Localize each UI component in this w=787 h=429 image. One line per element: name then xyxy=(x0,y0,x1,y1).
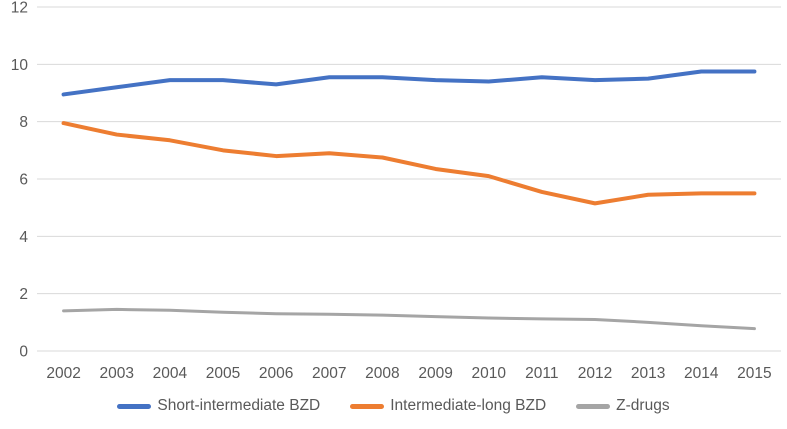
y-tick-label-4: 4 xyxy=(19,229,28,246)
legend: Short-intermediate BZD Intermediate-long… xyxy=(0,397,787,415)
x-tick-label-2006: 2006 xyxy=(259,365,293,382)
x-tick-label-2012: 2012 xyxy=(578,365,612,382)
x-tick-label-2008: 2008 xyxy=(365,365,399,382)
legend-item-intermediate-long-bzd: Intermediate-long BZD xyxy=(350,397,546,415)
legend-item-short-intermediate-bzd: Short-intermediate BZD xyxy=(117,397,320,415)
x-tick-label-2010: 2010 xyxy=(471,365,506,382)
legend-item-z-drugs: Z-drugs xyxy=(576,397,670,415)
x-tick-label-2005: 2005 xyxy=(206,365,240,382)
legend-swatch-z-drugs xyxy=(576,403,611,409)
x-tick-label-2014: 2014 xyxy=(684,365,719,382)
x-tick-label-2011: 2011 xyxy=(525,365,558,382)
y-tick-label-10: 10 xyxy=(11,57,29,74)
legend-label-intermediate-long-bzd: Intermediate-long BZD xyxy=(390,397,547,414)
x-tick-label-2002: 2002 xyxy=(46,365,80,382)
x-tick-label-2004: 2004 xyxy=(153,365,188,382)
series-line-z-drugs xyxy=(62,307,756,331)
x-tick-label-2015: 2015 xyxy=(737,365,771,382)
x-tick-label-2007: 2007 xyxy=(312,365,346,382)
series-line-intermediate-long-bzd xyxy=(61,121,757,206)
x-tick-label-2013: 2013 xyxy=(631,365,665,382)
y-tick-label-8: 8 xyxy=(19,114,28,131)
legend-swatch-short-intermediate-bzd xyxy=(117,403,152,409)
y-tick-label-12: 12 xyxy=(11,0,28,17)
y-tick-label-6: 6 xyxy=(19,172,28,189)
y-tick-label-0: 0 xyxy=(19,344,28,361)
legend-label-z-drugs: Z-drugs xyxy=(616,397,670,414)
y-tick-label-2: 2 xyxy=(19,286,28,303)
series-line-short-intermediate-bzd xyxy=(61,69,757,97)
legend-swatch-intermediate-long-bzd xyxy=(350,403,385,409)
x-tick-label-2009: 2009 xyxy=(418,365,452,382)
legend-label-short-intermediate-bzd: Short-intermediate BZD xyxy=(157,397,321,414)
x-tick-label-2003: 2003 xyxy=(99,365,133,382)
